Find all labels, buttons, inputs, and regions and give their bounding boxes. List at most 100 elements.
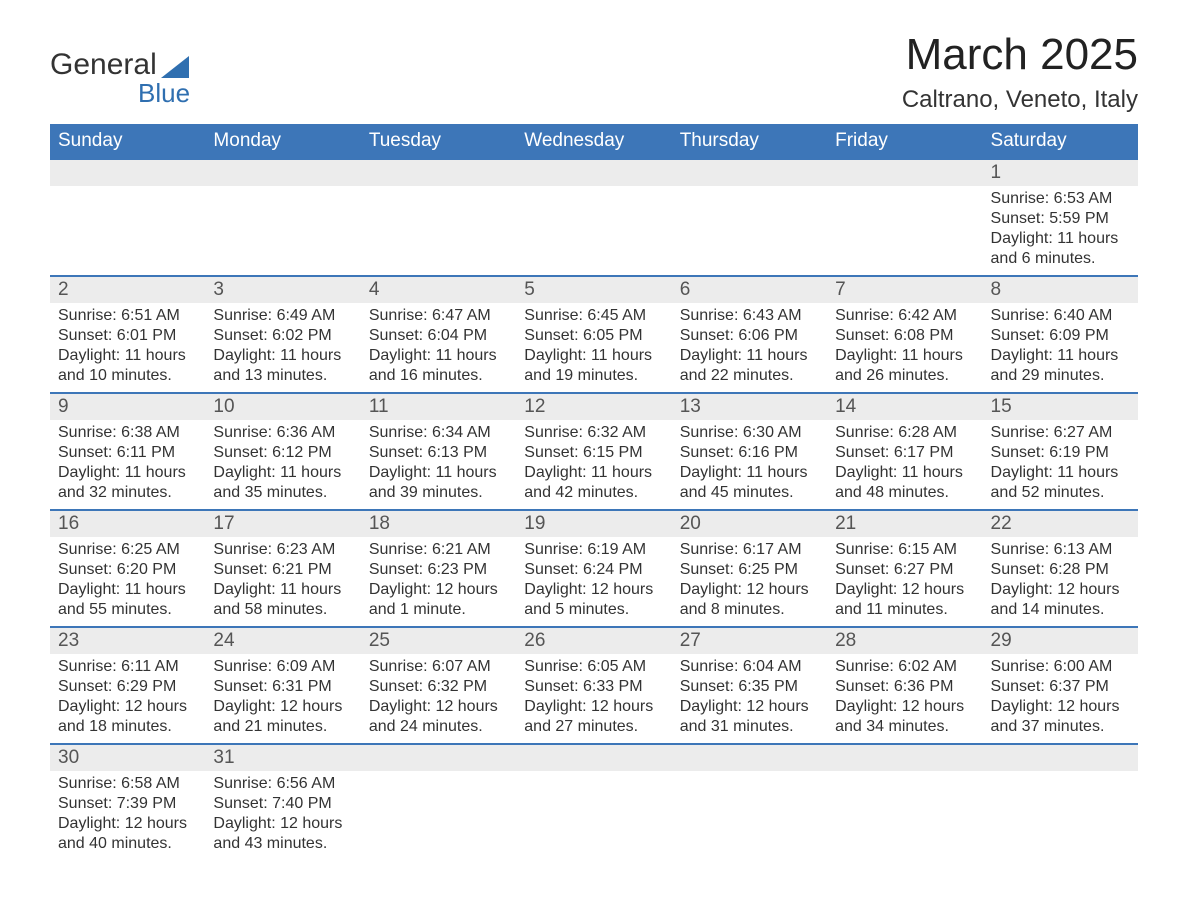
daylight-text: Daylight: 11 hours and 48 minutes.: [835, 463, 974, 503]
day-number-cell: 8: [983, 276, 1138, 303]
daylight-text: Daylight: 11 hours and 13 minutes.: [213, 346, 352, 386]
sunrise-text: Sunrise: 6:47 AM: [369, 306, 508, 326]
day-number: [672, 160, 827, 186]
day-body: Sunrise: 6:13 AMSunset: 6:28 PMDaylight:…: [983, 537, 1138, 626]
day-body: [361, 771, 516, 800]
day-body-cell: Sunrise: 6:34 AMSunset: 6:13 PMDaylight:…: [361, 420, 516, 510]
day-body-row: Sunrise: 6:11 AMSunset: 6:29 PMDaylight:…: [50, 654, 1138, 744]
day-body-cell: [983, 771, 1138, 860]
day-number: 20: [672, 511, 827, 537]
day-number: 11: [361, 394, 516, 420]
day-body: [672, 186, 827, 215]
sunrise-text: Sunrise: 6:27 AM: [991, 423, 1130, 443]
daylight-text: Daylight: 11 hours and 35 minutes.: [213, 463, 352, 503]
day-body-cell: [672, 186, 827, 276]
day-number-cell: 21: [827, 510, 982, 537]
day-body: [983, 771, 1138, 800]
logo-word2: Blue: [138, 78, 190, 109]
sunset-text: Sunset: 6:25 PM: [680, 560, 819, 580]
sunrise-text: Sunrise: 6:56 AM: [213, 774, 352, 794]
weekday-header: Thursday: [672, 124, 827, 159]
day-number-row: 23242526272829: [50, 627, 1138, 654]
day-number-row: 1: [50, 159, 1138, 186]
sunrise-text: Sunrise: 6:43 AM: [680, 306, 819, 326]
sunrise-text: Sunrise: 6:07 AM: [369, 657, 508, 677]
daylight-text: Daylight: 11 hours and 16 minutes.: [369, 346, 508, 386]
sunset-text: Sunset: 6:11 PM: [58, 443, 197, 463]
sunrise-text: Sunrise: 6:23 AM: [213, 540, 352, 560]
day-number-cell: 26: [516, 627, 671, 654]
day-body-cell: Sunrise: 6:11 AMSunset: 6:29 PMDaylight:…: [50, 654, 205, 744]
sunrise-text: Sunrise: 6:45 AM: [524, 306, 663, 326]
day-number: [361, 160, 516, 186]
day-number: [205, 160, 360, 186]
day-body-cell: Sunrise: 6:19 AMSunset: 6:24 PMDaylight:…: [516, 537, 671, 627]
day-body-cell: Sunrise: 6:58 AMSunset: 7:39 PMDaylight:…: [50, 771, 205, 860]
day-number: 7: [827, 277, 982, 303]
day-body-cell: Sunrise: 6:56 AMSunset: 7:40 PMDaylight:…: [205, 771, 360, 860]
daylight-text: Daylight: 11 hours and 10 minutes.: [58, 346, 197, 386]
day-body-cell: Sunrise: 6:36 AMSunset: 6:12 PMDaylight:…: [205, 420, 360, 510]
daylight-text: Daylight: 12 hours and 40 minutes.: [58, 814, 197, 854]
day-body: Sunrise: 6:45 AMSunset: 6:05 PMDaylight:…: [516, 303, 671, 392]
daylight-text: Daylight: 12 hours and 5 minutes.: [524, 580, 663, 620]
day-number-cell: 30: [50, 744, 205, 771]
day-body-cell: Sunrise: 6:25 AMSunset: 6:20 PMDaylight:…: [50, 537, 205, 627]
day-body-cell: Sunrise: 6:27 AMSunset: 6:19 PMDaylight:…: [983, 420, 1138, 510]
sunrise-text: Sunrise: 6:53 AM: [991, 189, 1130, 209]
day-number: 30: [50, 745, 205, 771]
day-number-cell: 11: [361, 393, 516, 420]
location: Caltrano, Veneto, Italy: [902, 86, 1138, 114]
sunrise-text: Sunrise: 6:42 AM: [835, 306, 974, 326]
day-body-cell: [672, 771, 827, 860]
day-body: [516, 186, 671, 215]
day-number-cell: [827, 744, 982, 771]
day-body: Sunrise: 6:58 AMSunset: 7:39 PMDaylight:…: [50, 771, 205, 860]
day-number: 6: [672, 277, 827, 303]
day-number-cell: 22: [983, 510, 1138, 537]
sunset-text: Sunset: 6:16 PM: [680, 443, 819, 463]
header: General Blue March 2025 Caltrano, Veneto…: [50, 30, 1138, 114]
sunset-text: Sunset: 6:09 PM: [991, 326, 1130, 346]
sunrise-text: Sunrise: 6:40 AM: [991, 306, 1130, 326]
daylight-text: Daylight: 12 hours and 34 minutes.: [835, 697, 974, 737]
day-body: Sunrise: 6:25 AMSunset: 6:20 PMDaylight:…: [50, 537, 205, 626]
sunset-text: Sunset: 6:21 PM: [213, 560, 352, 580]
sunrise-text: Sunrise: 6:15 AM: [835, 540, 974, 560]
day-number: 15: [983, 394, 1138, 420]
day-number-cell: [361, 159, 516, 186]
day-number-cell: [50, 159, 205, 186]
sunrise-text: Sunrise: 6:09 AM: [213, 657, 352, 677]
sunrise-text: Sunrise: 6:58 AM: [58, 774, 197, 794]
day-body: Sunrise: 6:21 AMSunset: 6:23 PMDaylight:…: [361, 537, 516, 626]
day-number: 27: [672, 628, 827, 654]
daylight-text: Daylight: 11 hours and 22 minutes.: [680, 346, 819, 386]
weekday-header: Wednesday: [516, 124, 671, 159]
daylight-text: Daylight: 11 hours and 19 minutes.: [524, 346, 663, 386]
day-number-cell: 29: [983, 627, 1138, 654]
daylight-text: Daylight: 12 hours and 1 minute.: [369, 580, 508, 620]
sunset-text: Sunset: 6:06 PM: [680, 326, 819, 346]
day-body: Sunrise: 6:42 AMSunset: 6:08 PMDaylight:…: [827, 303, 982, 392]
sunset-text: Sunset: 6:01 PM: [58, 326, 197, 346]
sunset-text: Sunset: 7:40 PM: [213, 794, 352, 814]
day-body: [672, 771, 827, 800]
sunset-text: Sunset: 6:28 PM: [991, 560, 1130, 580]
day-number-cell: [672, 159, 827, 186]
daylight-text: Daylight: 12 hours and 18 minutes.: [58, 697, 197, 737]
day-body-row: Sunrise: 6:38 AMSunset: 6:11 PMDaylight:…: [50, 420, 1138, 510]
sunset-text: Sunset: 6:20 PM: [58, 560, 197, 580]
sunset-text: Sunset: 6:29 PM: [58, 677, 197, 697]
daylight-text: Daylight: 12 hours and 8 minutes.: [680, 580, 819, 620]
day-body: [50, 186, 205, 215]
weekday-header: Tuesday: [361, 124, 516, 159]
day-number: 17: [205, 511, 360, 537]
daylight-text: Daylight: 11 hours and 55 minutes.: [58, 580, 197, 620]
day-body-cell: Sunrise: 6:42 AMSunset: 6:08 PMDaylight:…: [827, 303, 982, 393]
day-body-cell: Sunrise: 6:28 AMSunset: 6:17 PMDaylight:…: [827, 420, 982, 510]
day-body: Sunrise: 6:32 AMSunset: 6:15 PMDaylight:…: [516, 420, 671, 509]
weekday-header: Monday: [205, 124, 360, 159]
day-number-cell: [205, 159, 360, 186]
sunset-text: Sunset: 6:19 PM: [991, 443, 1130, 463]
day-body-row: Sunrise: 6:58 AMSunset: 7:39 PMDaylight:…: [50, 771, 1138, 860]
